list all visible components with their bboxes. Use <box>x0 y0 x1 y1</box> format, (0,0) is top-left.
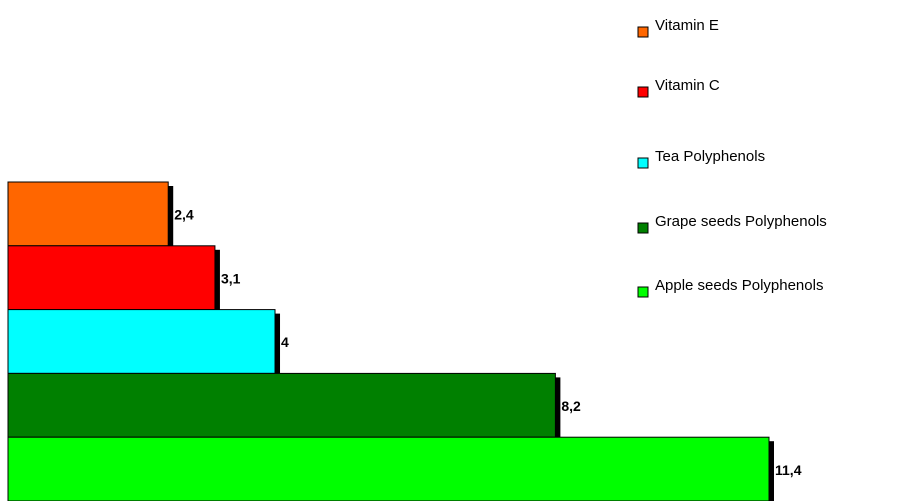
value-label: 4 <box>281 334 289 350</box>
legend-swatch <box>637 26 649 38</box>
bar <box>7 309 276 374</box>
legend-swatch <box>637 157 649 169</box>
legend-swatch <box>637 86 649 98</box>
legend-label: Apple seeds Polyphenols <box>655 277 823 294</box>
value-label: 8,2 <box>561 398 581 414</box>
bar <box>7 372 556 438</box>
bar-shadow <box>275 313 281 374</box>
legend-label: Vitamin C <box>655 77 720 94</box>
legend-swatch <box>637 222 649 234</box>
bar <box>7 436 770 501</box>
bar-shadow <box>555 377 561 438</box>
legend-label: Vitamin E <box>655 17 719 34</box>
value-label: 3,1 <box>221 270 241 286</box>
bar <box>7 181 169 247</box>
legend-swatch <box>637 286 649 298</box>
bar-shadow <box>769 441 774 501</box>
value-label: 11,4 <box>775 462 802 478</box>
bar <box>7 245 216 311</box>
bar-shadow <box>168 186 174 246</box>
legend-label: Grape seeds Polyphenols <box>655 213 827 230</box>
bar-shadow <box>214 249 220 310</box>
legend-label: Tea Polyphenols <box>655 148 765 165</box>
value-label: 2,4 <box>174 207 194 223</box>
